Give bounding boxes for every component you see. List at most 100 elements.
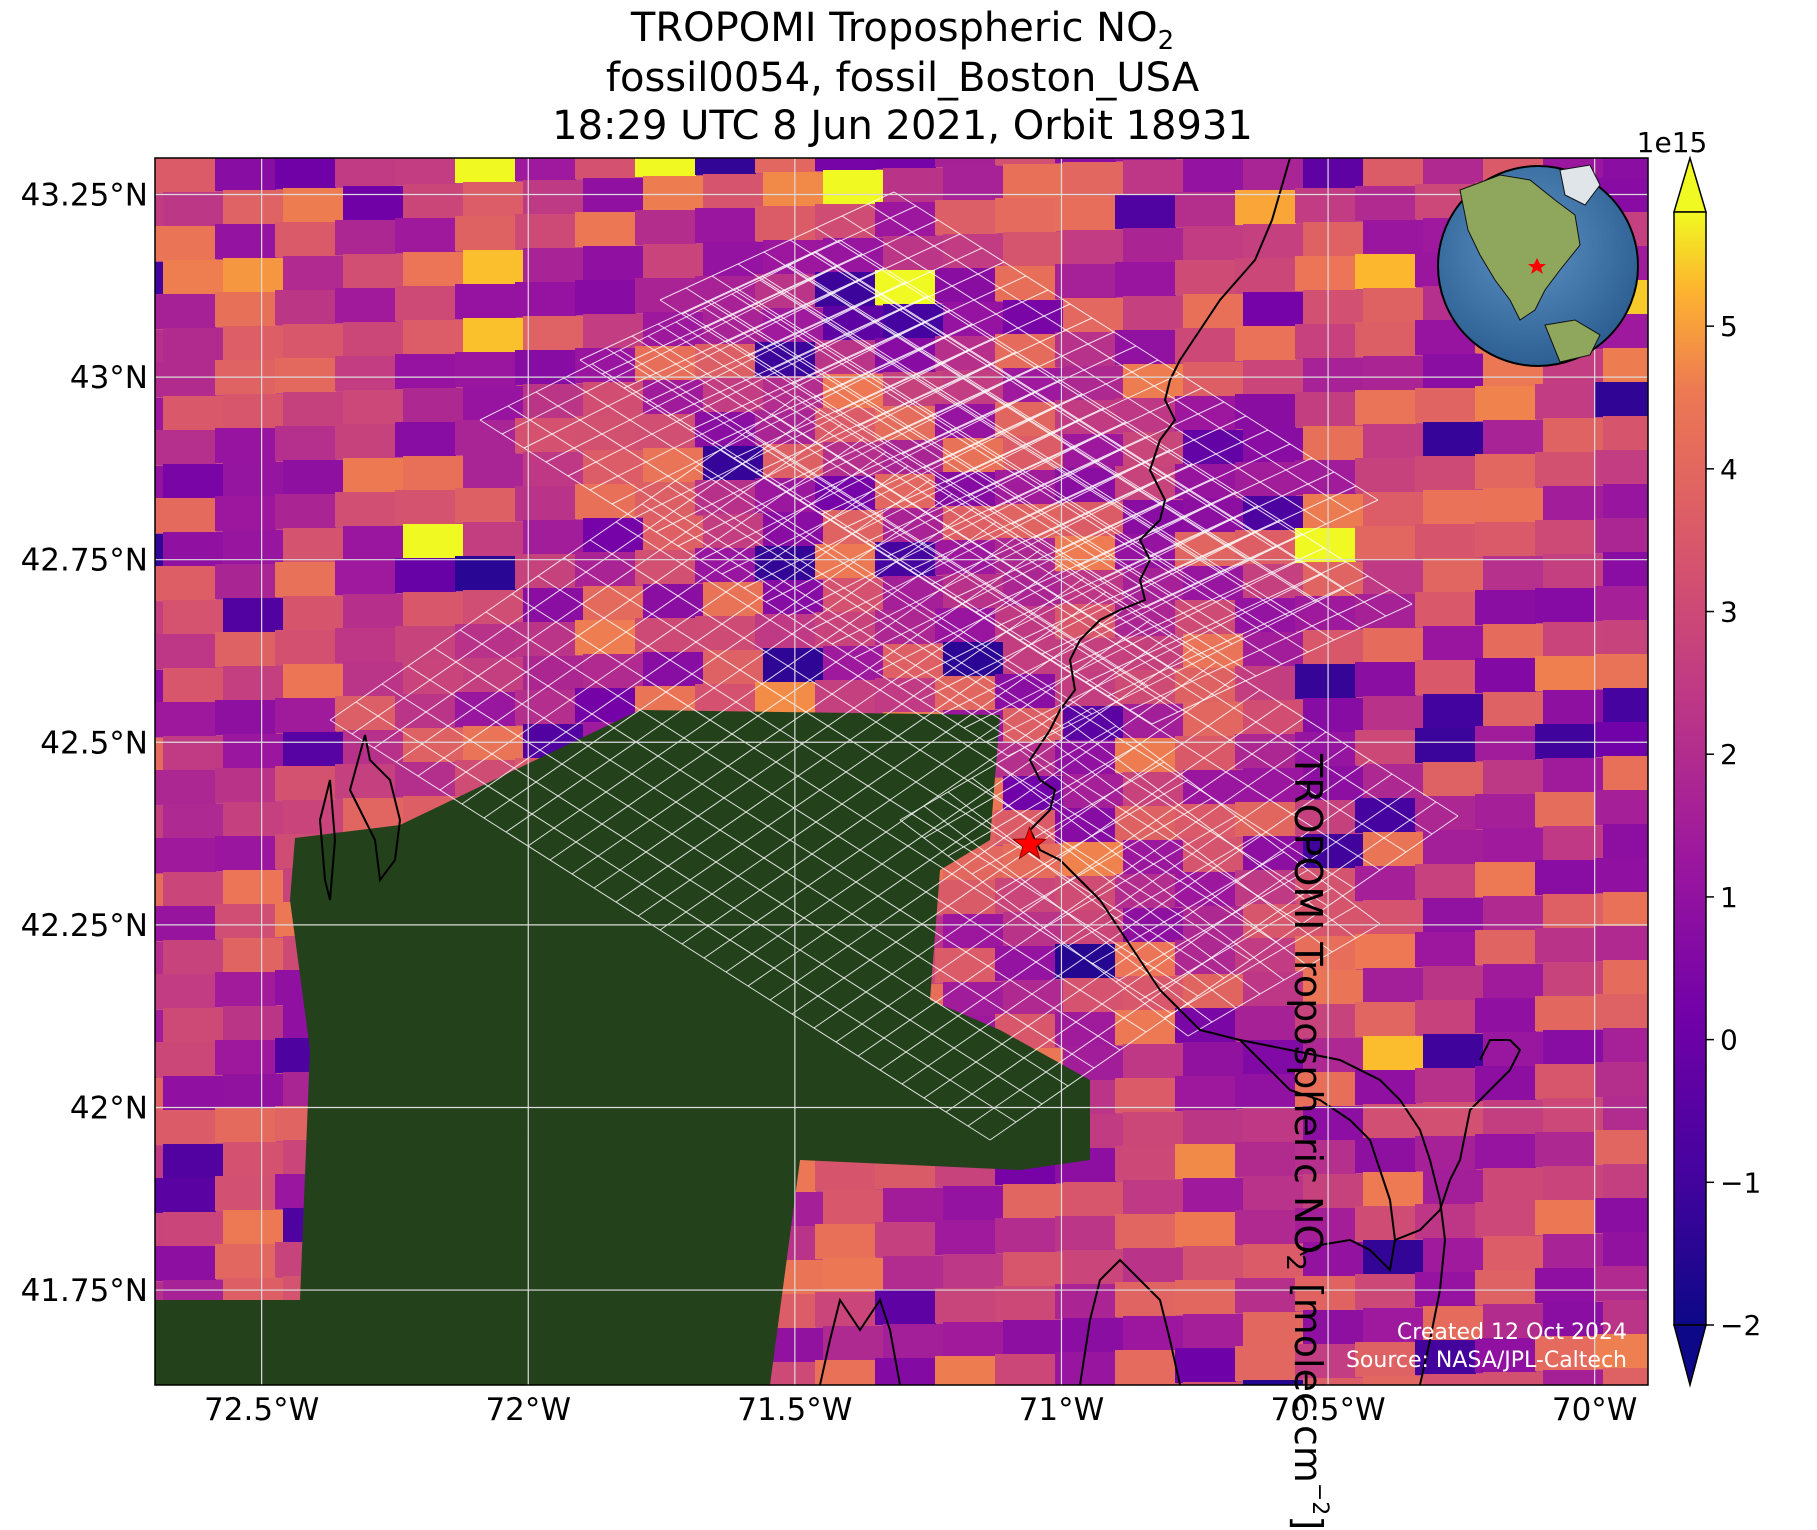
footprint-line (681, 205, 917, 315)
no2-pixel (463, 590, 524, 625)
no2-pixel (1355, 1274, 1416, 1309)
no2-pixel (943, 1254, 1004, 1289)
no2-pixel (163, 668, 224, 703)
no2-pixel (935, 1220, 996, 1255)
no2-pixel (1595, 586, 1648, 621)
no2-pixel (935, 158, 996, 167)
footprint-line (459, 629, 1121, 1051)
no2-pixel (1415, 728, 1476, 763)
no2-pixel (1363, 158, 1424, 187)
no2-pixel (155, 498, 216, 533)
no2-pixel (927, 98, 988, 133)
no2-pixel (1423, 830, 1484, 865)
no2-pixel (1175, 1144, 1236, 1179)
no2-pixel (1055, 196, 1116, 231)
no2-pixel (1355, 1002, 1416, 1037)
colorbar-tick-label: 3 (1720, 596, 1738, 629)
no2-pixel (1715, 1126, 1776, 1161)
no2-pixel (155, 1384, 156, 1385)
quabbin-reservoir (348, 734, 402, 883)
no2-pixel (155, 1044, 156, 1079)
no2-pixel (1715, 378, 1776, 413)
coastline (1028, 158, 1447, 1385)
no2-pixel (635, 550, 696, 585)
no2-pixel (275, 494, 336, 529)
no2-pixel (1115, 1010, 1176, 1045)
lat-tick-label: 43°N (70, 360, 148, 396)
no2-pixel (1175, 192, 1236, 227)
no2-pixel (223, 1210, 284, 1245)
no2-pixel (1303, 494, 1364, 529)
no2-pixel (1543, 622, 1604, 657)
no2-pixel (1123, 1112, 1184, 1147)
footprint-line (857, 317, 1093, 427)
no2-pixel (283, 256, 344, 291)
no2-pixel (1423, 354, 1484, 389)
no2-pixel (1303, 1378, 1364, 1385)
no2-pixel (455, 692, 516, 727)
map-frame (154, 157, 1649, 1386)
no2-pixel (155, 194, 164, 229)
no2-pixel (155, 294, 216, 329)
no2-pixel (1235, 1006, 1296, 1041)
no2-pixel (1003, 980, 1064, 1015)
no2-pixel (335, 764, 396, 799)
no2-pixel (155, 432, 156, 467)
no2-pixel (1243, 564, 1304, 599)
map-title: TROPOMI Tropospheric NO2 (630, 5, 1175, 56)
footprint-line (631, 335, 1205, 701)
no2-pixel (1423, 1170, 1484, 1205)
no2-pixel (215, 1244, 276, 1279)
reservoir-outline (318, 779, 337, 901)
no2-pixel (1723, 276, 1784, 311)
no2-pixel (1295, 664, 1356, 699)
no2-pixel (1363, 696, 1424, 731)
no2-pixel (1723, 1228, 1784, 1263)
no2-pixel (643, 448, 704, 483)
no2-pixel (823, 1190, 884, 1225)
no2-pixel (1055, 1216, 1116, 1251)
no2-pixel (695, 344, 756, 379)
no2-pixel (215, 904, 276, 939)
no2-pixel (223, 938, 284, 973)
no2-pixel (155, 1214, 164, 1249)
lat-tick-label: 42.5°N (40, 725, 148, 761)
no2-pixel (883, 644, 944, 679)
no2-pixel (155, 158, 216, 193)
no2-pixel (643, 176, 704, 211)
no2-pixel (1715, 922, 1776, 957)
no2-pixel (703, 446, 764, 481)
no2-pixel (995, 266, 1056, 301)
footprint-line (789, 239, 1275, 549)
no2-pixel (155, 702, 216, 737)
no2-pixel (283, 732, 344, 767)
footprint-line (787, 265, 1317, 603)
no2-pixel (403, 320, 464, 355)
no2-pixel (1415, 116, 1476, 151)
footprint-line (1099, 471, 1335, 581)
no2-pixel (1423, 422, 1484, 457)
no2-pixel (1123, 296, 1184, 331)
no2-pixel (1107, 92, 1168, 127)
no2-pixel (1363, 220, 1424, 255)
no2-pixel (155, 874, 164, 909)
no2-pixel (755, 478, 816, 513)
no2-pixel (215, 292, 276, 327)
no2-pixel (1243, 632, 1304, 667)
no2-pixel (1287, 86, 1348, 121)
no2-pixel (823, 646, 884, 681)
no2-pixel (1423, 490, 1484, 525)
no2-pixel (643, 244, 704, 279)
no2-pixel (823, 1258, 884, 1293)
no2-pixel (1183, 1382, 1244, 1385)
no2-pixel (1355, 662, 1416, 697)
no2-pixel (1475, 658, 1536, 693)
no2-pixel (1475, 930, 1536, 965)
no2-pixel (1243, 496, 1304, 531)
no2-pixel (1295, 120, 1356, 155)
no2-pixel (943, 1390, 1004, 1425)
no2-pixel (155, 226, 216, 261)
no2-pixel (1723, 684, 1784, 719)
no2-pixel (635, 346, 696, 381)
no2-pixel (1183, 226, 1244, 261)
